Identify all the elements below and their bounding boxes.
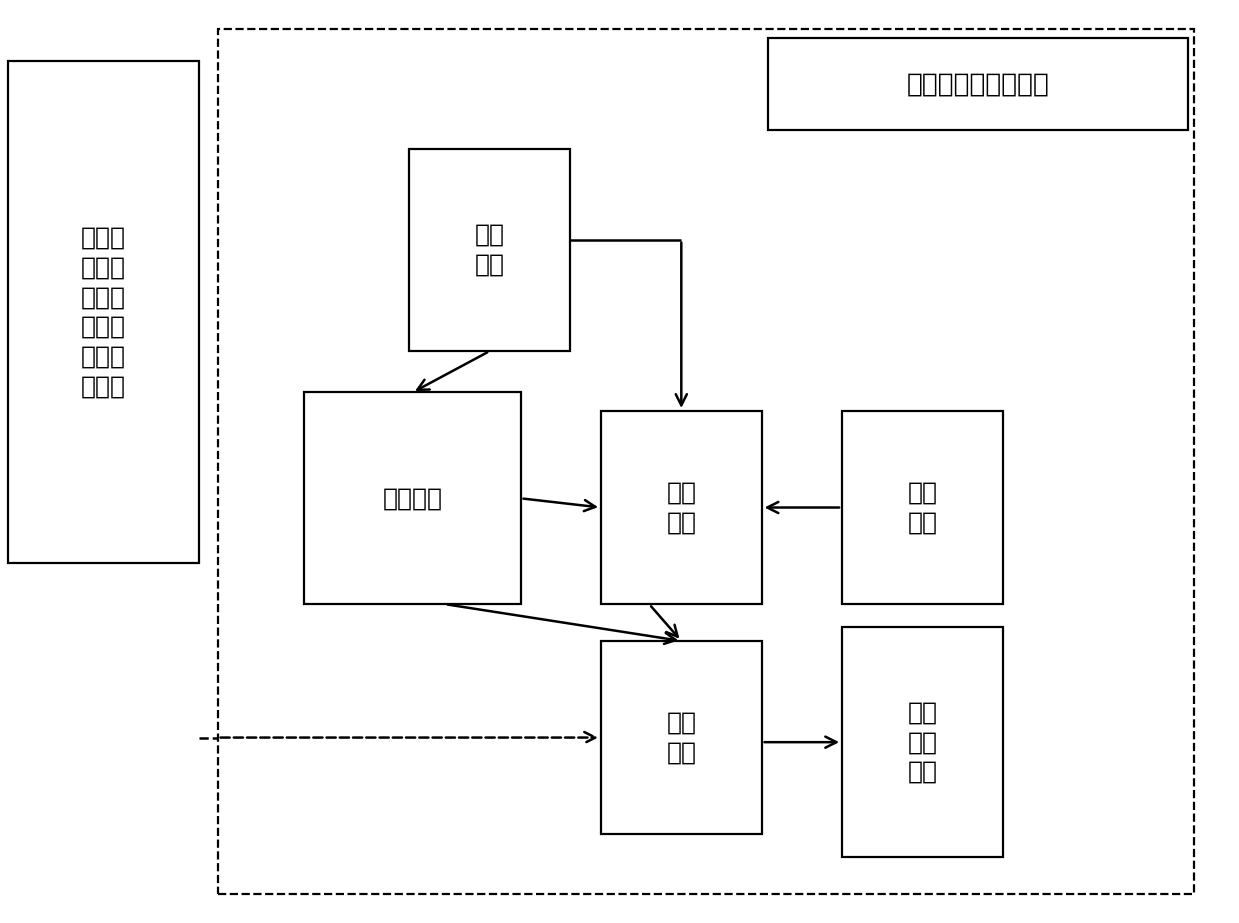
Text: 电池组均衡控制系统: 电池组均衡控制系统 bbox=[907, 71, 1049, 97]
Text: 站控计
算机对
充电设
备整体
功率协
调控制: 站控计 算机对 充电设 备整体 功率协 调控制 bbox=[81, 226, 126, 398]
Bar bbox=[601, 411, 762, 605]
Text: 均衡
管理
单元: 均衡 管理 单元 bbox=[907, 701, 938, 784]
Bar bbox=[218, 29, 1194, 894]
Text: 运算单元: 运算单元 bbox=[383, 486, 442, 510]
Text: 控制
单元: 控制 单元 bbox=[667, 711, 696, 764]
Bar bbox=[843, 411, 1002, 605]
Text: 设置
单元: 设置 单元 bbox=[907, 481, 938, 534]
Text: 获取
单元: 获取 单元 bbox=[475, 223, 504, 277]
Text: 判断
单元: 判断 单元 bbox=[667, 481, 696, 534]
Bar bbox=[768, 38, 1188, 130]
Bar bbox=[7, 61, 199, 563]
Bar bbox=[305, 392, 520, 605]
Bar bbox=[601, 641, 762, 834]
Bar bbox=[843, 627, 1002, 857]
Bar bbox=[409, 149, 570, 351]
